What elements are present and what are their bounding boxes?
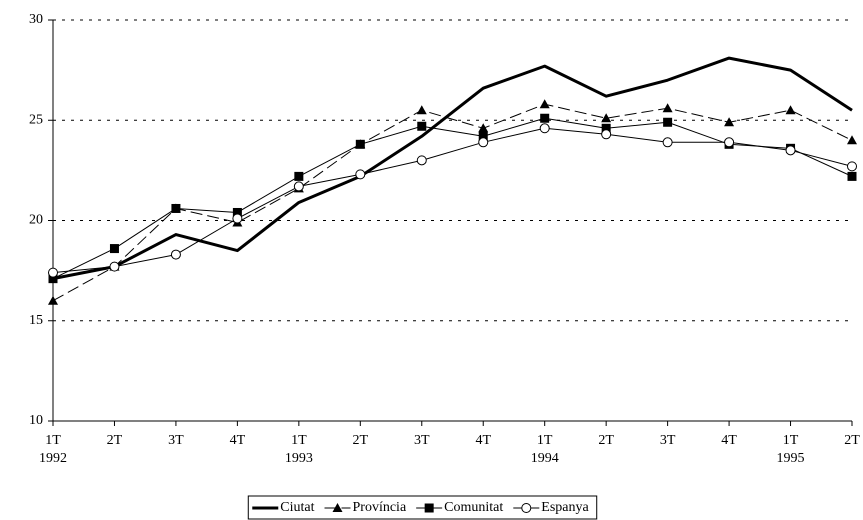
y-tick-label: 20 — [29, 213, 43, 228]
x-tick-label: 2T — [598, 433, 614, 448]
marker — [785, 105, 796, 115]
x-tick-label: 1T — [783, 433, 799, 448]
x-year-label: 1992 — [39, 451, 67, 466]
legend-item: Província — [324, 500, 407, 515]
marker — [294, 171, 304, 181]
marker — [293, 181, 304, 192]
legend-label: Comunitat — [444, 500, 503, 515]
marker — [478, 137, 489, 148]
marker — [540, 113, 550, 123]
legend-label: Espanya — [541, 500, 589, 515]
marker — [662, 103, 673, 113]
marker — [662, 137, 673, 148]
marker — [355, 169, 366, 180]
legend-item: Ciutat — [252, 500, 315, 515]
marker — [109, 261, 120, 272]
x-tick-label: 3T — [414, 433, 430, 448]
marker — [539, 99, 550, 109]
legend-label: Província — [353, 500, 407, 515]
marker — [847, 135, 857, 145]
marker — [478, 123, 489, 133]
marker — [170, 249, 181, 260]
marker — [601, 129, 612, 140]
marker — [417, 121, 427, 131]
x-year-label: 1995 — [777, 451, 805, 466]
marker — [171, 203, 181, 213]
marker — [663, 117, 673, 127]
marker — [724, 117, 735, 127]
x-tick-label: 3T — [660, 433, 676, 448]
legend-label: Ciutat — [280, 500, 314, 515]
x-tick-label: 3T — [168, 433, 184, 448]
marker — [355, 139, 365, 149]
marker — [332, 503, 343, 512]
legend: Ciutat Província Comunitat Espanya — [247, 495, 598, 520]
x-tick-label: 4T — [475, 433, 491, 448]
marker — [48, 267, 58, 278]
marker — [521, 503, 532, 513]
marker — [232, 207, 242, 217]
x-tick-label: 2T — [353, 433, 369, 448]
x-tick-label: 4T — [230, 433, 246, 448]
x-year-label: 1993 — [285, 451, 313, 466]
y-tick-label: 10 — [29, 413, 43, 428]
x-tick-label: 4T — [721, 433, 737, 448]
marker — [416, 105, 427, 115]
marker — [424, 503, 434, 513]
marker — [48, 295, 58, 305]
marker — [601, 113, 612, 123]
marker — [724, 137, 735, 148]
y-tick-label: 15 — [29, 313, 43, 328]
y-tick-label: 30 — [29, 12, 43, 27]
marker — [109, 244, 119, 254]
marker — [416, 155, 427, 166]
marker — [539, 123, 550, 134]
x-tick-label: 2T — [844, 433, 860, 448]
x-year-label: 1994 — [531, 451, 559, 466]
legend-item: Espanya — [513, 500, 590, 515]
series-line — [52, 56, 853, 281]
x-tick-label: 1T — [45, 433, 61, 448]
marker — [847, 171, 857, 181]
x-tick-label: 1T — [291, 433, 307, 448]
marker — [785, 145, 796, 156]
y-tick-label: 25 — [29, 112, 43, 127]
marker — [48, 274, 58, 284]
x-tick-label: 2T — [107, 433, 123, 448]
marker — [601, 123, 611, 133]
series-line — [52, 103, 853, 302]
series-line — [52, 117, 853, 280]
marker — [478, 131, 488, 141]
marker — [232, 213, 243, 224]
series-line — [52, 127, 853, 274]
legend-item: Comunitat — [416, 500, 503, 515]
x-tick-label: 1T — [537, 433, 553, 448]
marker — [847, 161, 857, 172]
